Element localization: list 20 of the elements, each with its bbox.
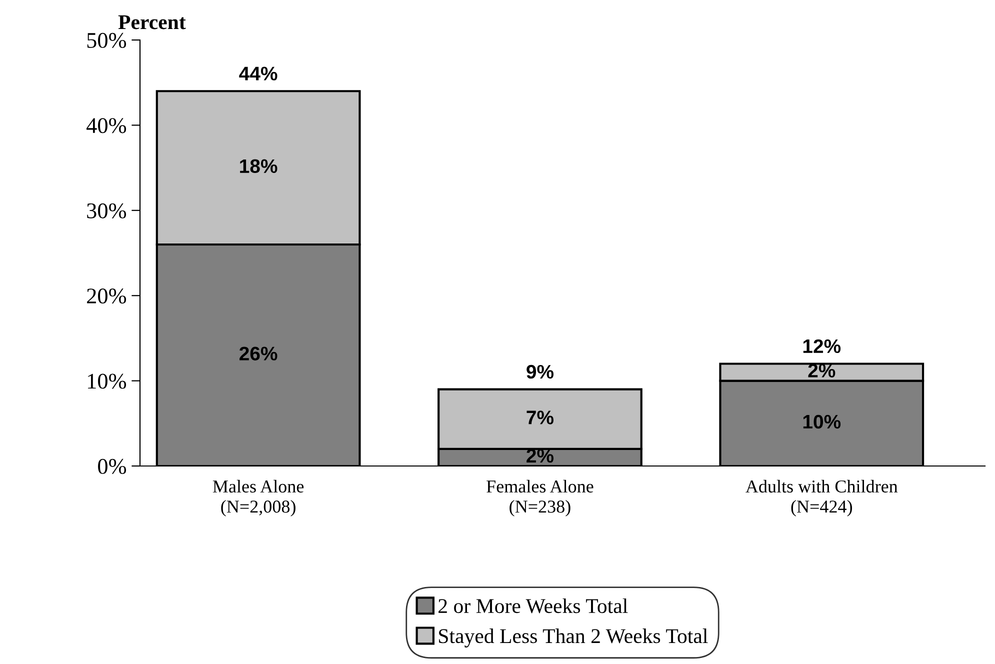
y-tick-label: 10% — [88, 374, 126, 389]
y-tick-label: 0% — [98, 458, 126, 474]
total-label: 9% — [526, 364, 554, 379]
data-label: 2% — [808, 364, 836, 378]
data-label: 26% — [240, 346, 278, 360]
total-label: 44% — [239, 66, 278, 80]
x-tick-label: Females Alone (N=238) — [486, 480, 594, 516]
y-axis-title: Percent — [118, 15, 186, 30]
y-tick-label: 30% — [87, 203, 126, 218]
data-label: 10% — [803, 414, 841, 429]
x-tick-label: Males Alone (N=2,008) — [212, 480, 304, 516]
data-label: 7% — [526, 410, 554, 424]
total-label: 12% — [803, 339, 841, 354]
y-tick-label: 20% — [87, 288, 126, 304]
y-tick-label: 40% — [86, 118, 126, 134]
legend-label: 2 or More Weeks Total — [438, 598, 628, 614]
y-tick-label: 50% — [87, 32, 126, 48]
data-label: 18% — [240, 159, 278, 174]
legend-label: Stayed Less Than 2 Weeks Total — [439, 628, 708, 648]
x-tick-label: Adults with Children (N=424) — [746, 480, 898, 516]
